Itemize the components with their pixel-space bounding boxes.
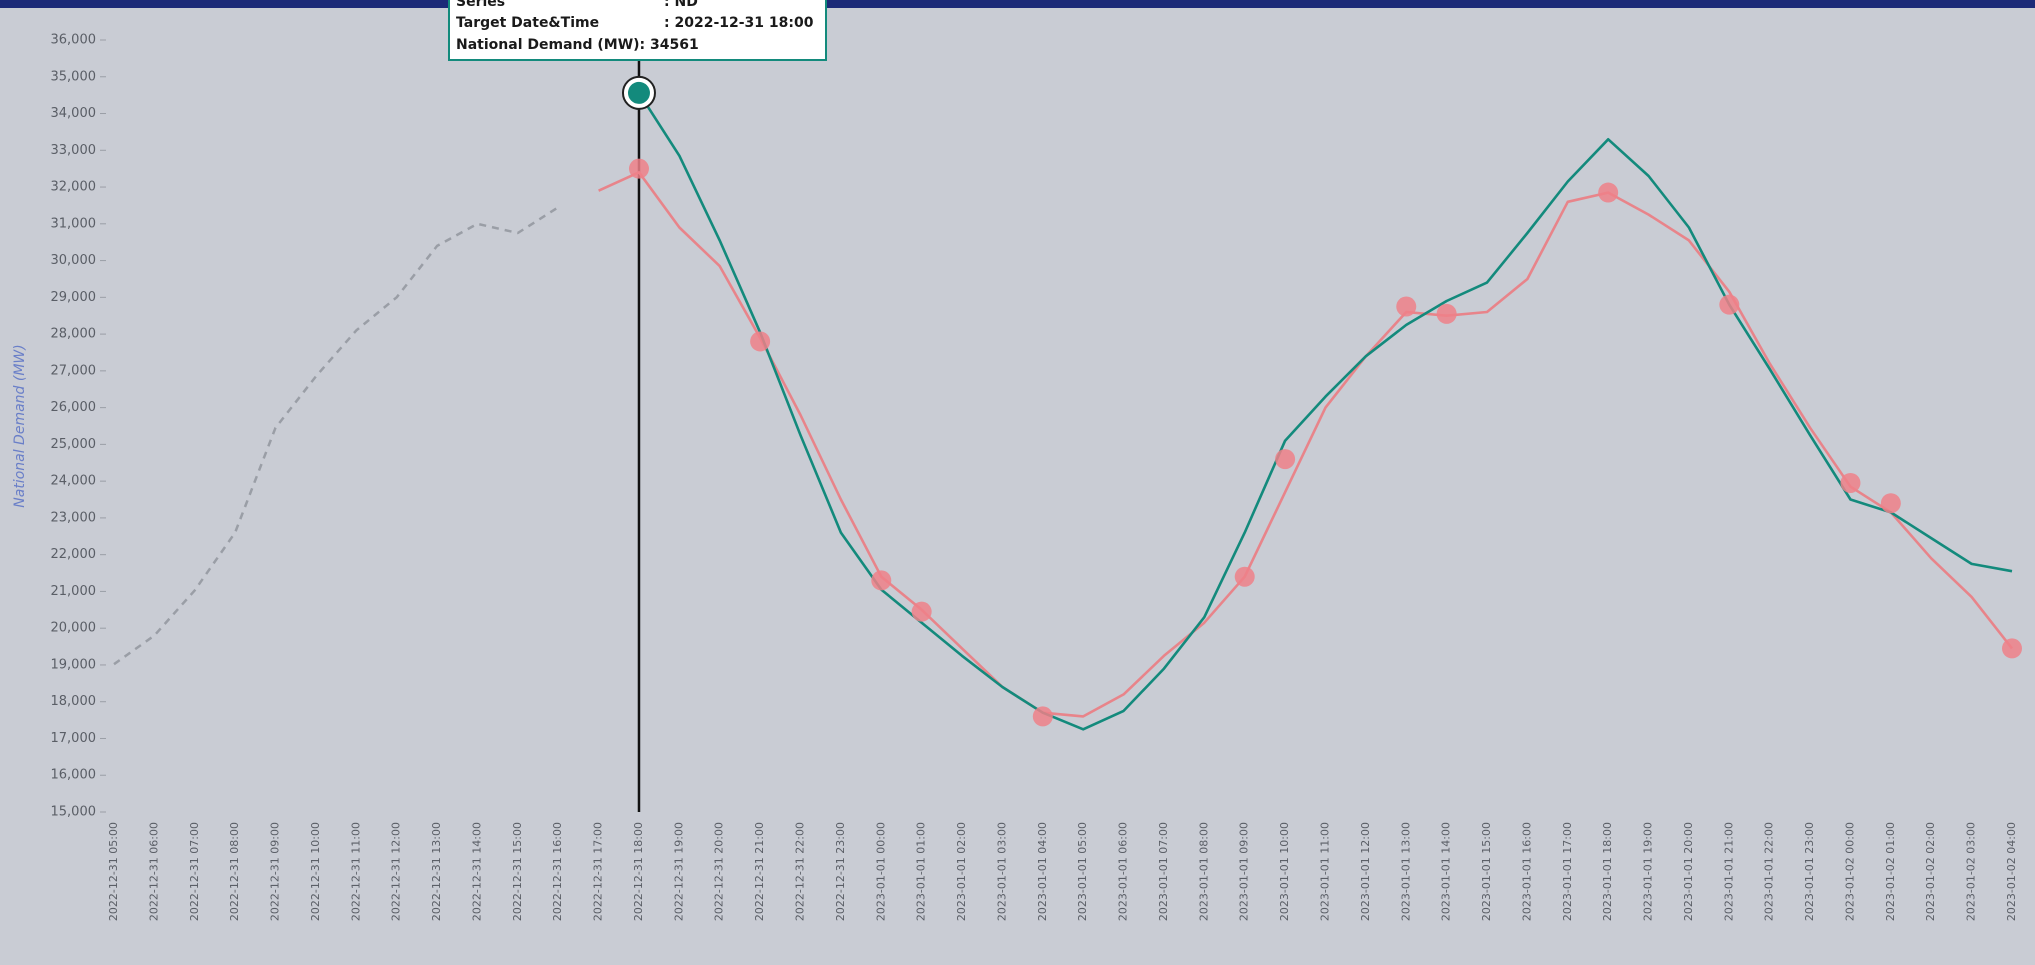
marker xyxy=(1436,303,1457,324)
y-tick-label: 29,000 xyxy=(51,290,97,305)
x-tick-label: 2022-12-31 23:00 xyxy=(834,822,847,921)
x-tick-label: 2023-01-01 13:00 xyxy=(1399,822,1412,921)
x-tick-label: 2023-01-01 11:00 xyxy=(1318,822,1331,921)
y-tick-label: 35,000 xyxy=(51,69,97,84)
y-tick-label: 21,000 xyxy=(51,584,97,599)
x-tick-label: 2023-01-01 17:00 xyxy=(1561,822,1574,921)
marker xyxy=(750,331,771,352)
x-tick-label: 2023-01-01 01:00 xyxy=(915,822,928,921)
hover-point xyxy=(627,81,650,104)
x-tick-label: 2023-01-02 02:00 xyxy=(1924,822,1937,921)
y-tick-label: 30,000 xyxy=(51,253,97,268)
y-tick-label: 18,000 xyxy=(51,694,97,709)
y-tick-label: 33,000 xyxy=(51,143,97,158)
x-tick-label: 2022-12-31 09:00 xyxy=(269,822,282,921)
x-tick-label: 2023-01-01 19:00 xyxy=(1642,822,1655,921)
y-axis-label: National Demand (MW) xyxy=(12,344,28,507)
x-tick-label: 2023-01-01 00:00 xyxy=(874,822,887,921)
x-tick-label: 2022-12-31 14:00 xyxy=(470,822,483,921)
tooltip-text: Target Date&Time xyxy=(456,15,599,31)
marker xyxy=(2002,638,2022,659)
series-line xyxy=(637,92,2013,731)
x-tick-label: 2022-12-31 20:00 xyxy=(713,822,726,921)
tooltip-text: National Demand (MW): 34561 xyxy=(456,37,699,53)
marker xyxy=(1396,296,1417,317)
x-tick-label: 2023-01-01 03:00 xyxy=(995,822,1008,921)
tooltip-text: : ND xyxy=(664,0,698,10)
marker xyxy=(628,158,649,179)
y-tick-label: 36,000 xyxy=(51,33,97,48)
y-tick-label: 27,000 xyxy=(51,363,97,378)
x-tick-label: 2022-12-31 05:00 xyxy=(107,822,120,921)
x-tick-label: 2022-12-31 12:00 xyxy=(390,822,403,921)
x-tick-label: 2023-01-01 12:00 xyxy=(1359,822,1372,921)
x-tick-label: 2022-12-31 19:00 xyxy=(672,822,685,921)
x-tick-label: 2022-12-31 17:00 xyxy=(592,822,605,921)
x-tick-label: 2022-12-31 13:00 xyxy=(430,822,443,921)
x-tick-label: 2023-01-02 03:00 xyxy=(1965,822,1978,921)
top-bar xyxy=(0,0,2035,8)
y-tick-label: 23,000 xyxy=(51,510,97,525)
x-tick-label: 2023-01-01 04:00 xyxy=(1036,822,1049,921)
x-tick-label: 2023-01-02 04:00 xyxy=(2005,822,2018,921)
y-tick-label: 16,000 xyxy=(51,768,97,783)
x-tick-label: 2022-12-31 21:00 xyxy=(753,822,766,921)
x-tick-label: 2023-01-01 07:00 xyxy=(1157,822,1170,921)
y-tick-label: 25,000 xyxy=(51,437,97,452)
y-tick-label: 19,000 xyxy=(51,657,97,672)
y-tick-label: 24,000 xyxy=(51,474,97,489)
tooltip-box xyxy=(448,0,827,61)
x-tick-label: 2023-01-01 09:00 xyxy=(1238,822,1251,921)
x-tick-label: 2023-01-01 05:00 xyxy=(1076,822,1089,921)
marker xyxy=(1719,294,1740,315)
series-line xyxy=(598,171,2014,718)
x-tick-label: 2023-01-01 18:00 xyxy=(1601,822,1614,921)
x-tick-label: 2022-12-31 10:00 xyxy=(309,822,322,921)
x-tick-label: 2022-12-31 15:00 xyxy=(511,822,524,921)
y-tick-label: 26,000 xyxy=(51,400,97,415)
marker xyxy=(871,570,892,591)
x-tick-label: 2023-01-01 15:00 xyxy=(1480,822,1493,921)
marker xyxy=(911,601,932,622)
marker xyxy=(1234,566,1255,587)
x-tick-label: 2022-12-31 18:00 xyxy=(632,822,645,921)
x-tick-label: 2023-01-01 02:00 xyxy=(955,822,968,921)
marker xyxy=(1598,182,1619,203)
marker xyxy=(1032,706,1053,727)
y-tick-label: 17,000 xyxy=(51,731,97,746)
marker xyxy=(1275,449,1296,470)
x-tick-label: 2022-12-31 08:00 xyxy=(228,822,241,921)
x-tick-label: 2022-12-31 16:00 xyxy=(551,822,564,921)
x-tick-label: 2023-01-01 16:00 xyxy=(1520,822,1533,921)
x-tick-label: 2022-12-31 11:00 xyxy=(349,822,362,921)
x-tick-label: 2023-01-01 20:00 xyxy=(1682,822,1695,921)
x-tick-label: 2023-01-02 00:00 xyxy=(1843,822,1856,921)
x-tick-label: 2023-01-01 10:00 xyxy=(1278,822,1291,921)
y-tick-label: 34,000 xyxy=(51,106,97,121)
y-tick-label: 15,000 xyxy=(51,805,97,820)
tooltip-text: Series xyxy=(456,0,505,10)
x-tick-label: 2023-01-01 06:00 xyxy=(1117,822,1130,921)
x-tick-label: 2022-12-31 22:00 xyxy=(794,822,807,921)
marker xyxy=(1880,493,1901,514)
y-tick-label: 28,000 xyxy=(51,327,97,342)
x-tick-label: 2022-12-31 06:00 xyxy=(147,822,160,921)
y-tick-label: 20,000 xyxy=(51,621,97,636)
series-line xyxy=(113,206,559,666)
x-tick-label: 2023-01-01 23:00 xyxy=(1803,822,1816,921)
x-tick-label: 2023-01-01 08:00 xyxy=(1197,822,1210,921)
x-tick-label: 2022-12-31 07:00 xyxy=(188,822,201,921)
x-tick-label: 2023-01-01 14:00 xyxy=(1440,822,1453,921)
marker xyxy=(1840,472,1861,493)
tooltip-text: : 2022-12-31 18:00 xyxy=(664,15,814,31)
x-tick-label: 2023-01-01 21:00 xyxy=(1722,822,1735,921)
x-tick-label: 2023-01-02 01:00 xyxy=(1884,822,1897,921)
y-tick-label: 32,000 xyxy=(51,180,97,195)
y-tick-label: 22,000 xyxy=(51,547,97,562)
x-tick-label: 2023-01-01 22:00 xyxy=(1763,822,1776,921)
y-tick-label: 31,000 xyxy=(51,216,97,231)
